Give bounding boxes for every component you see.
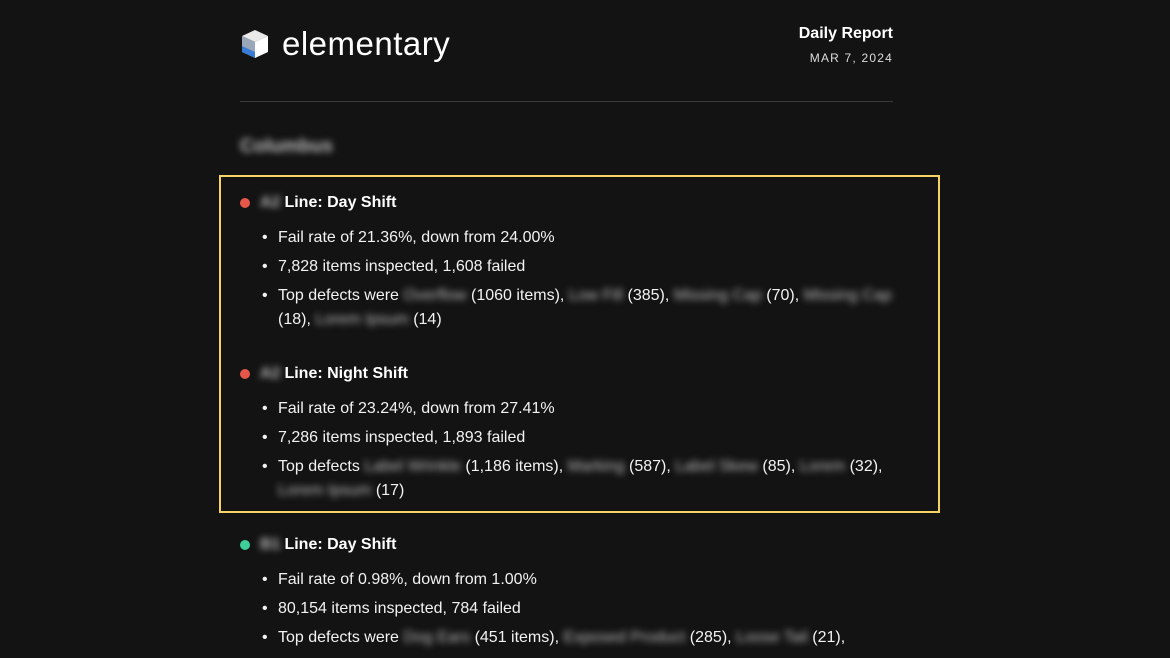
defects-intro: Top defects were bbox=[278, 287, 399, 304]
defect-name: Low Fill bbox=[568, 287, 624, 304]
location-name: Columbus bbox=[240, 136, 333, 157]
status-dot-red bbox=[240, 198, 250, 208]
defect-name: Missing Cap bbox=[803, 287, 892, 304]
defect-count: (18), bbox=[278, 311, 311, 328]
line-code: A2 bbox=[260, 194, 281, 211]
defect-count: (32), bbox=[849, 458, 883, 475]
highlight-box bbox=[219, 175, 940, 513]
defect-name: Dog Ears bbox=[403, 629, 471, 646]
defect-name: Marking bbox=[567, 458, 625, 475]
defect-name: Loose Tail bbox=[736, 629, 808, 646]
defect-count: (14) bbox=[413, 311, 442, 328]
top-defects: Top defects Label Wrinkle (1,186 items),… bbox=[262, 455, 896, 503]
defect-count: (70), bbox=[766, 287, 800, 304]
defect-name: Missing Cap bbox=[673, 287, 762, 304]
defect-name: Lorem Ipsum bbox=[315, 311, 409, 328]
line-label: Line: Night Shift bbox=[284, 365, 408, 382]
defect-count: (17) bbox=[375, 482, 405, 499]
defect-count: (21), bbox=[812, 629, 846, 646]
defect-name: Lorem bbox=[799, 458, 846, 475]
defect-count: (587), bbox=[629, 458, 671, 475]
defect-name: Overflow bbox=[403, 287, 467, 304]
defect-count: (285), bbox=[689, 629, 732, 646]
line-label: Line: Day Shift bbox=[284, 194, 397, 211]
section-heading: B1 Line: Day Shift bbox=[240, 535, 896, 555]
stats-list: Fail rate of 0.98%, down from 1.00% 80,1… bbox=[240, 568, 896, 650]
defect-count: (451 items), bbox=[474, 629, 560, 646]
report-header: Daily Report MAR 7, 2024 bbox=[799, 25, 893, 65]
line-code: B1 bbox=[260, 536, 281, 553]
top-defects: Top defects were Overflow (1060 items), … bbox=[262, 284, 896, 332]
defects-intro: Top defects were bbox=[278, 629, 399, 646]
defect-name: Exposed Product bbox=[563, 629, 686, 646]
divider bbox=[240, 101, 893, 102]
inspected-count: 7,286 items inspected, 1,893 failed bbox=[262, 426, 896, 450]
report-title: Daily Report bbox=[798, 25, 893, 42]
status-dot-red bbox=[240, 369, 250, 379]
defect-count: (85), bbox=[762, 458, 796, 475]
status-dot-green bbox=[240, 540, 250, 550]
report-date: MAR 7, 2024 bbox=[809, 51, 893, 65]
inspected-count: 80,154 items inspected, 784 failed bbox=[262, 597, 896, 621]
stats-list: Fail rate of 23.24%, down from 27.41% 7,… bbox=[240, 397, 896, 503]
defect-count: (1,186 items), bbox=[465, 458, 564, 475]
cube-icon bbox=[242, 30, 268, 58]
fail-rate: Fail rate of 23.24%, down from 27.41% bbox=[262, 397, 896, 421]
fail-rate: Fail rate of 21.36%, down from 24.00% bbox=[262, 226, 896, 250]
defect-name: Label Skew bbox=[675, 458, 758, 475]
stats-list: Fail rate of 21.36%, down from 24.00% 7,… bbox=[240, 226, 896, 332]
fail-rate: Fail rate of 0.98%, down from 1.00% bbox=[262, 568, 896, 592]
line-code: A2 bbox=[260, 365, 281, 382]
line-section: B1 Line: Day Shift Fail rate of 0.98%, d… bbox=[240, 535, 896, 655]
line-section: A2 Line: Day Shift Fail rate of 21.36%, … bbox=[240, 193, 896, 337]
inspected-count: 7,828 items inspected, 1,608 failed bbox=[262, 255, 896, 279]
defects-intro: Top defects bbox=[278, 458, 360, 475]
defect-count: (1060 items), bbox=[470, 287, 565, 304]
section-heading: A2 Line: Day Shift bbox=[240, 193, 896, 213]
section-heading: A2 Line: Night Shift bbox=[240, 364, 896, 384]
brand-logo: elementary bbox=[240, 26, 450, 62]
line-label: Line: Day Shift bbox=[284, 536, 397, 553]
brand-name: elementary bbox=[282, 25, 451, 62]
defect-name: Lorem Ipsum bbox=[278, 482, 372, 499]
defect-name: Label Wrinkle bbox=[364, 458, 461, 475]
top-defects: Top defects were Dog Ears (451 items), E… bbox=[262, 626, 896, 650]
line-section: A2 Line: Night Shift Fail rate of 23.24%… bbox=[240, 364, 896, 508]
defect-count: (385), bbox=[627, 287, 670, 304]
